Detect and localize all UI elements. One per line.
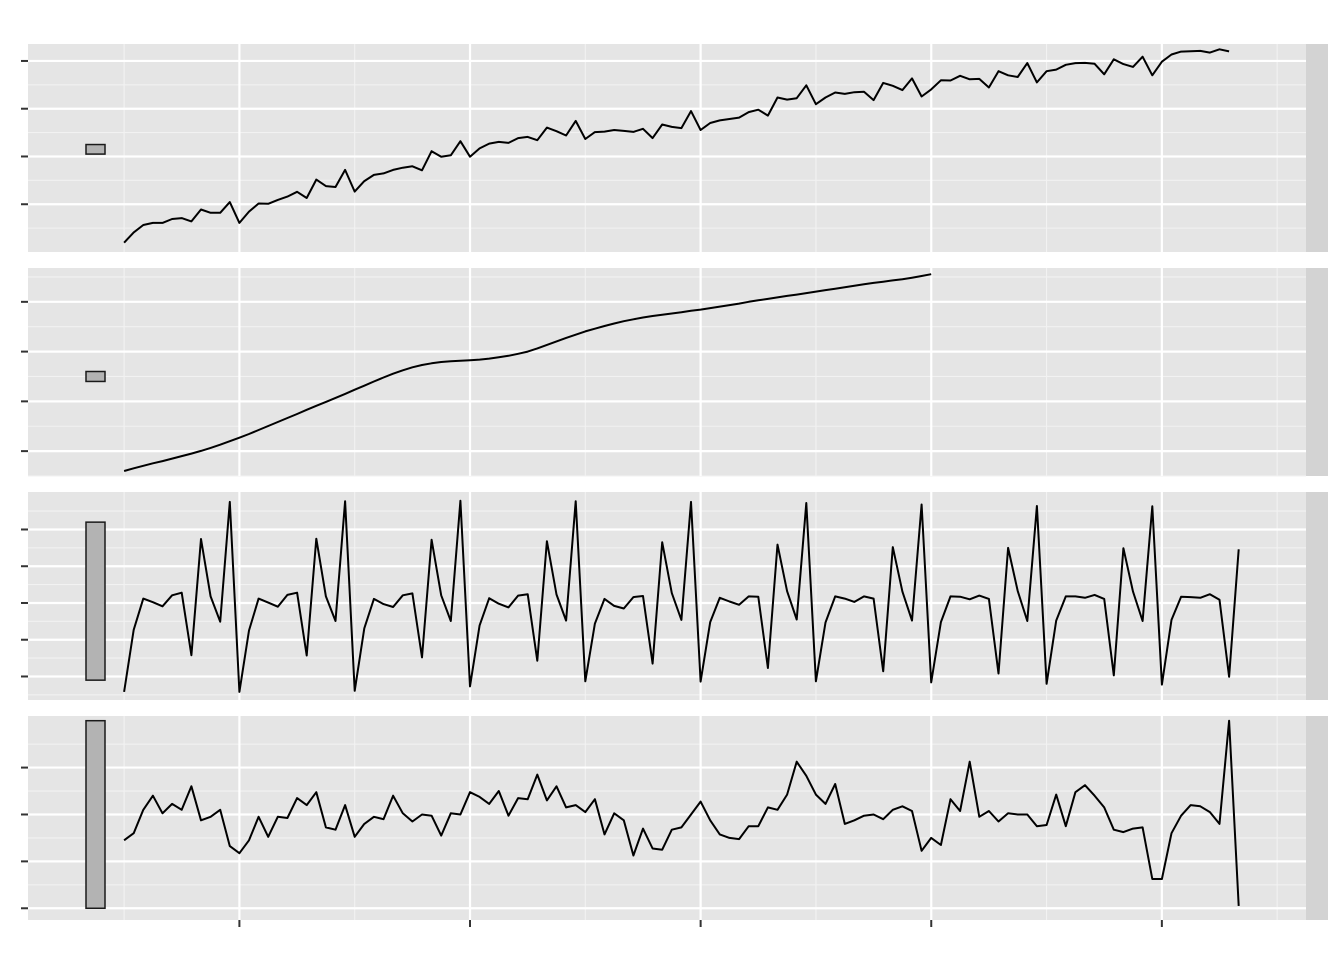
- facet-strip: [1306, 44, 1328, 252]
- series-line: [123, 719, 1240, 906]
- series-line: [123, 48, 1230, 244]
- panel-3: [21, 492, 1328, 700]
- series-line: [123, 499, 1240, 693]
- panel-background: [28, 44, 1306, 252]
- range-bar: [85, 521, 106, 681]
- facet-strip: [1306, 492, 1328, 700]
- panel-4: [21, 716, 1328, 920]
- panel-1: [21, 44, 1328, 252]
- range-bar: [85, 719, 106, 910]
- series-line: [123, 273, 932, 472]
- panel-background: [28, 716, 1306, 920]
- facet-strip: [1306, 716, 1328, 920]
- range-bar: [85, 143, 106, 155]
- panel-2: [21, 268, 1328, 477]
- facet-strip: [1306, 268, 1328, 476]
- range-bar: [85, 370, 106, 383]
